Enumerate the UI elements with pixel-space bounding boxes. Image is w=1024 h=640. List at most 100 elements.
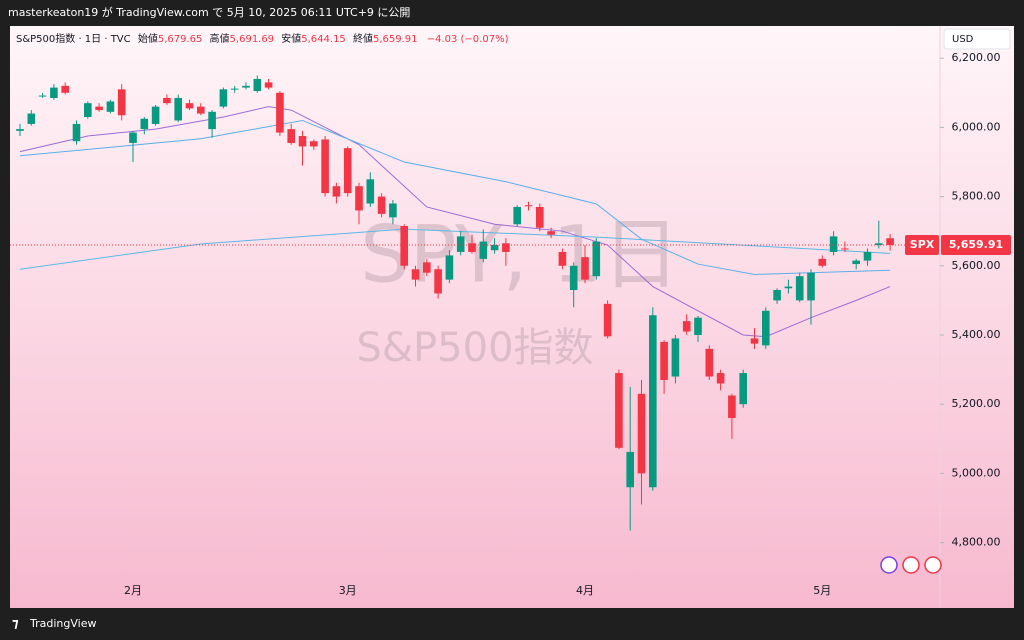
candle-body [762,310,770,346]
legend-symbol: S&P500指数 · 1日 · TVC [16,32,131,45]
candle-body [400,225,408,266]
candle-body [626,451,634,488]
candle-body [490,245,499,251]
candle-body [287,129,295,143]
candle-body [208,111,216,130]
candle-body [841,248,849,250]
candle-body [468,243,476,252]
y-tick-label: 5,600.00 [952,259,1001,272]
price-tag [941,235,1011,256]
candle-body [807,272,815,301]
candle-body [38,95,47,97]
candle-body [264,82,273,88]
candle-body [886,238,894,246]
legend: S&P500指数 · 1日 · TVC 始値5,679.65 高値5,691.6… [16,32,509,45]
legend-text: S&P500指数 · 1日 · TVC 始値5,679.65 高値5,691.6… [16,32,509,45]
candle-body [773,290,781,301]
candle-body [705,348,714,377]
chart-area [10,26,1014,608]
legend-value: 5,659.91 [373,34,418,45]
symbol-tag-text: SPX [910,238,935,251]
price-tag-text: 5,659.91 [949,238,1003,251]
candle-body [479,241,488,259]
candle-body [649,315,657,488]
candle-body [547,231,555,235]
legend-caption: 始値 [138,32,158,45]
currency[interactable]: USD [952,34,974,45]
candle-body [16,129,24,131]
candle-body [366,179,375,204]
icon[interactable] [924,556,942,574]
candle-body [513,206,521,225]
legend-caption: 終値 [353,32,373,45]
candle-body [423,262,431,273]
candle-body [660,341,668,380]
candle-body [174,97,182,121]
candle-body [411,269,420,280]
candle-body [863,251,872,261]
y-tick-label: 6,000.00 [952,120,1001,133]
candle-body [298,136,307,147]
candle-body [355,186,363,211]
moving-average [19,119,891,275]
currency-box[interactable] [943,28,1011,50]
plot: 4,800.00 5,000.00 5,200.00 5,400.00 5,600.00… [10,51,1011,597]
candle-body [310,141,318,147]
candle-body [434,269,442,294]
candle-body [377,196,386,214]
candle-body [106,101,115,112]
candle-body [558,251,567,266]
x-tick-label: 3月 [339,584,357,597]
footer-logo: ⁊ [12,617,19,632]
candle-body [524,205,533,207]
candle-body [219,89,228,107]
candle-body [637,393,646,474]
candle-body [502,243,510,252]
candle-body [140,118,149,130]
symbol-tag [905,235,939,256]
legend-change: −4.03 (−0.07%) [427,34,509,45]
icon[interactable] [902,556,920,574]
y-tick-label: 5,800.00 [952,190,1001,203]
icon[interactable] [880,556,898,574]
candle-body [61,85,69,93]
candle-body [682,321,691,332]
candle-body [197,106,205,114]
candle-body [716,373,725,384]
candle-body [185,103,194,109]
candle-body [671,338,680,377]
candle-body [603,303,612,337]
legend-value: 5,691.69 [230,34,275,45]
candle-body [332,186,341,197]
candle-body [50,87,58,98]
candle-body [852,260,860,265]
candle-body [84,103,92,118]
footer-brand: TradingView [29,617,96,630]
candle-body [117,89,126,116]
candle-body [795,276,804,301]
y-tick-label: 5,000.00 [952,466,1001,479]
candle-body [276,92,284,133]
candle-body [569,265,578,291]
candle-body [242,85,250,88]
legend-caption: 高値 [210,32,230,45]
x-tick-label: 4月 [576,584,594,597]
legend-value: 5,679.65 [158,34,203,45]
candle-body [456,236,465,252]
candle-body [95,106,103,111]
y-tick-label: 5,200.00 [952,397,1001,410]
candle-body [615,373,623,448]
y-tick-label: 6,200.00 [952,51,1001,64]
legend-value: 5,644.15 [301,34,346,45]
y-tick-label: 4,800.00 [952,536,1001,549]
candle-body [739,373,747,405]
candle-body [129,132,137,143]
x-tick-label: 5月 [813,584,831,597]
candle-body [728,395,736,419]
candle-body [784,286,793,289]
candle-body [445,255,454,280]
candle-body [321,139,329,194]
candle-body [592,241,601,277]
x-tick-label: 2月 [124,584,142,597]
